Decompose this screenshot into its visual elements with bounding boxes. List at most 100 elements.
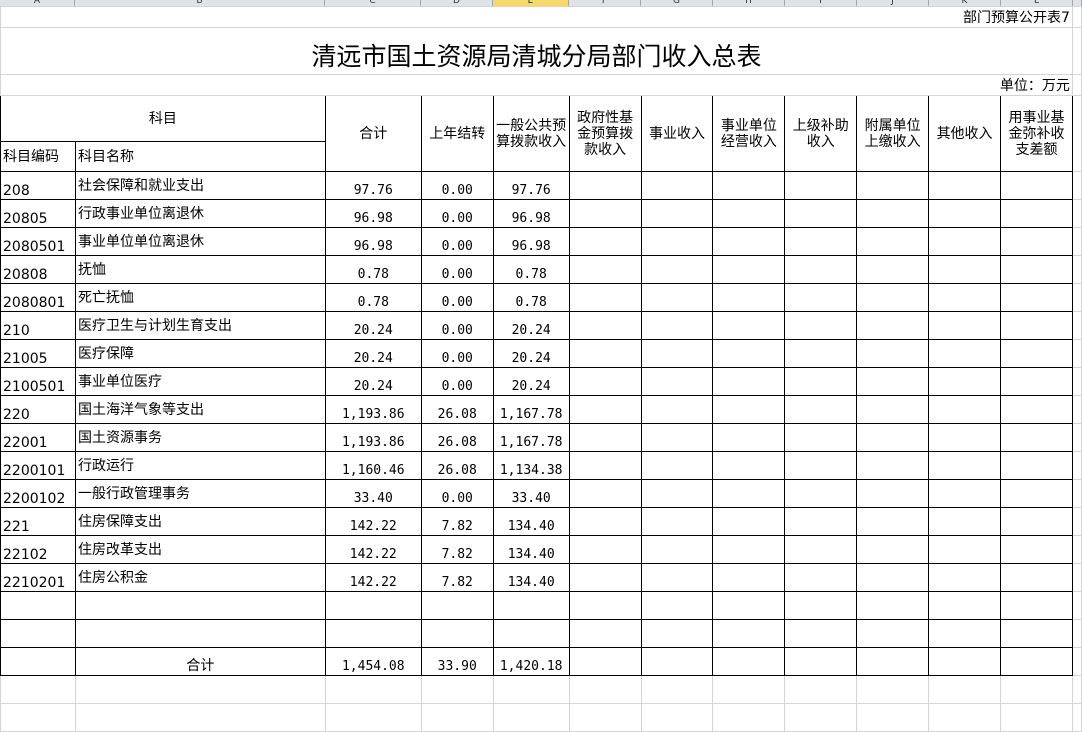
empty-cell[interactable] bbox=[568, 507, 642, 536]
empty-cell[interactable] bbox=[420, 619, 494, 648]
header-column-8[interactable]: 附属单位上缴收入 bbox=[856, 95, 930, 172]
carryover-cell[interactable]: 0.00 bbox=[420, 283, 494, 312]
total-sum-cell[interactable]: 1,454.08 bbox=[324, 647, 422, 676]
empty-cell[interactable] bbox=[856, 423, 930, 452]
empty-cell[interactable] bbox=[568, 367, 642, 396]
general-budget-cell[interactable]: 1,167.78 bbox=[492, 423, 570, 452]
empty-cell[interactable] bbox=[928, 255, 1002, 284]
header-column-9[interactable]: 其他收入 bbox=[928, 95, 1002, 172]
empty-cell[interactable] bbox=[712, 227, 786, 256]
header-column-6[interactable]: 事业单位经营收入 bbox=[712, 95, 786, 172]
empty-cell[interactable] bbox=[1000, 479, 1073, 508]
total-cell[interactable]: 1,160.46 bbox=[324, 451, 422, 480]
cell[interactable] bbox=[1071, 367, 1082, 396]
table-tag[interactable]: 部门预算公开表7 bbox=[0, 6, 1073, 28]
empty-cell[interactable] bbox=[856, 367, 930, 396]
cell[interactable] bbox=[568, 675, 642, 704]
carryover-cell[interactable]: 26.08 bbox=[420, 395, 494, 424]
empty-cell[interactable] bbox=[856, 535, 930, 564]
subject-name-cell[interactable]: 国土资源事务 bbox=[74, 423, 326, 452]
subject-name-cell[interactable]: 医疗保障 bbox=[74, 339, 326, 368]
cell[interactable] bbox=[1071, 199, 1082, 228]
total-cell[interactable]: 0.78 bbox=[324, 283, 422, 312]
cell[interactable] bbox=[856, 703, 930, 732]
empty-cell[interactable] bbox=[1000, 227, 1073, 256]
subject-code-cell[interactable]: 220 bbox=[0, 395, 76, 424]
empty-cell[interactable] bbox=[568, 283, 642, 312]
empty-cell[interactable] bbox=[784, 395, 858, 424]
carryover-cell[interactable]: 0.00 bbox=[420, 255, 494, 284]
empty-cell[interactable] bbox=[640, 423, 714, 452]
empty-cell[interactable] bbox=[568, 171, 642, 200]
empty-cell[interactable] bbox=[784, 339, 858, 368]
empty-cell[interactable] bbox=[928, 339, 1002, 368]
cell[interactable] bbox=[1071, 227, 1082, 256]
carryover-cell[interactable]: 0.00 bbox=[420, 311, 494, 340]
header-column-2[interactable]: 上年结转 bbox=[420, 95, 494, 172]
subject-name-cell[interactable]: 社会保障和就业支出 bbox=[74, 171, 326, 200]
general-budget-cell[interactable]: 33.40 bbox=[492, 479, 570, 508]
subject-code-cell[interactable]: 2210201 bbox=[0, 563, 76, 592]
column-header-J[interactable]: J bbox=[857, 0, 929, 6]
empty-cell[interactable] bbox=[712, 451, 786, 480]
empty-cell[interactable] bbox=[324, 619, 422, 648]
cell[interactable] bbox=[1071, 27, 1082, 75]
empty-cell[interactable] bbox=[856, 311, 930, 340]
column-header-C[interactable]: C bbox=[325, 0, 421, 6]
cell[interactable] bbox=[74, 703, 326, 732]
header-subject-code[interactable]: 科目编码 bbox=[0, 141, 76, 172]
empty-cell[interactable] bbox=[856, 647, 930, 676]
empty-cell[interactable] bbox=[640, 479, 714, 508]
empty-cell[interactable] bbox=[568, 619, 642, 648]
total-cell[interactable]: 20.24 bbox=[324, 367, 422, 396]
subject-code-cell[interactable]: 2200102 bbox=[0, 479, 76, 508]
cell[interactable] bbox=[1071, 619, 1082, 648]
empty-cell[interactable] bbox=[1000, 451, 1073, 480]
empty-cell[interactable] bbox=[928, 283, 1002, 312]
empty-cell[interactable] bbox=[784, 227, 858, 256]
empty-cell[interactable] bbox=[928, 227, 1002, 256]
empty-cell[interactable] bbox=[712, 171, 786, 200]
cell[interactable] bbox=[712, 675, 786, 704]
empty-cell[interactable] bbox=[568, 535, 642, 564]
empty-cell[interactable] bbox=[856, 171, 930, 200]
empty-cell[interactable] bbox=[784, 647, 858, 676]
subject-name-cell[interactable]: 住房改革支出 bbox=[74, 535, 326, 564]
total-cell[interactable]: 96.98 bbox=[324, 199, 422, 228]
total-cell[interactable]: 142.22 bbox=[324, 563, 422, 592]
carryover-cell[interactable]: 7.82 bbox=[420, 563, 494, 592]
cell[interactable] bbox=[492, 675, 570, 704]
general-budget-cell[interactable]: 96.98 bbox=[492, 199, 570, 228]
empty-cell[interactable] bbox=[1000, 619, 1073, 648]
cell[interactable] bbox=[1071, 255, 1082, 284]
empty-cell[interactable] bbox=[784, 367, 858, 396]
empty-cell[interactable] bbox=[640, 227, 714, 256]
empty-cell[interactable] bbox=[712, 367, 786, 396]
empty-cell[interactable] bbox=[712, 563, 786, 592]
empty-cell[interactable] bbox=[568, 311, 642, 340]
general-budget-cell[interactable]: 20.24 bbox=[492, 367, 570, 396]
total-cell[interactable]: 97.76 bbox=[324, 171, 422, 200]
empty-cell[interactable] bbox=[640, 311, 714, 340]
cell[interactable] bbox=[784, 675, 858, 704]
cell[interactable] bbox=[712, 703, 786, 732]
empty-cell[interactable] bbox=[856, 283, 930, 312]
empty-cell[interactable] bbox=[784, 619, 858, 648]
empty-cell[interactable] bbox=[74, 591, 326, 620]
cell[interactable] bbox=[1071, 283, 1082, 312]
carryover-cell[interactable]: 0.00 bbox=[420, 367, 494, 396]
empty-cell[interactable] bbox=[712, 423, 786, 452]
total-cell[interactable]: 1,193.86 bbox=[324, 423, 422, 452]
subject-code-cell[interactable]: 2200101 bbox=[0, 451, 76, 480]
cell[interactable] bbox=[1071, 339, 1082, 368]
empty-cell[interactable] bbox=[928, 199, 1002, 228]
cell[interactable] bbox=[0, 675, 76, 704]
subject-name-cell[interactable]: 国土海洋气象等支出 bbox=[74, 395, 326, 424]
empty-cell[interactable] bbox=[856, 507, 930, 536]
empty-cell[interactable] bbox=[640, 619, 714, 648]
empty-cell[interactable] bbox=[1000, 591, 1073, 620]
cell[interactable] bbox=[1071, 479, 1082, 508]
total-cell[interactable]: 96.98 bbox=[324, 227, 422, 256]
subject-name-cell[interactable]: 事业单位单位离退休 bbox=[74, 227, 326, 256]
empty-cell[interactable] bbox=[856, 479, 930, 508]
